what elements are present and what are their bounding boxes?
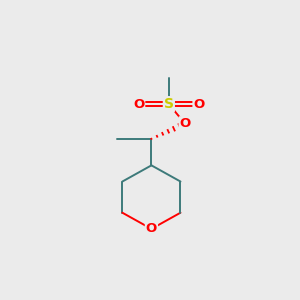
Text: O: O (146, 222, 157, 236)
Text: O: O (194, 98, 205, 111)
Text: O: O (133, 98, 144, 111)
Text: O: O (179, 117, 191, 130)
Text: S: S (164, 97, 174, 111)
